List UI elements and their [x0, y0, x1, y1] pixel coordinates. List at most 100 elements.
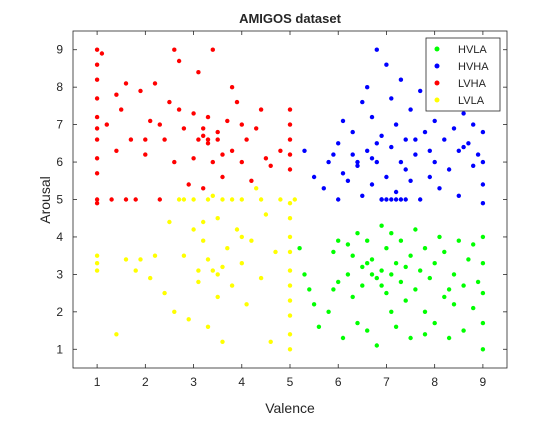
data-point-1-58: [398, 197, 404, 202]
data-point-1-9: [355, 163, 360, 168]
data-point-3-38: [278, 197, 283, 202]
data-point-3-39: [287, 201, 293, 206]
data-point-1-57: [393, 197, 399, 202]
data-point-1-33: [418, 88, 423, 94]
data-point-3-14: [186, 317, 191, 322]
data-point-0-36: [418, 268, 423, 273]
data-point-3-1: [94, 261, 100, 266]
data-point-1-28: [403, 197, 408, 202]
data-point-3-18: [201, 238, 206, 243]
data-point-1-16: [374, 159, 379, 165]
data-point-0-41: [432, 261, 437, 266]
data-point-3-23: [215, 294, 220, 300]
data-point-1-15: [369, 114, 375, 120]
data-point-1-56: [389, 197, 394, 202]
data-point-2-25: [167, 99, 172, 105]
data-point-3-41: [287, 234, 293, 240]
data-point-1-17: [374, 47, 379, 52]
data-point-0-45: [446, 335, 452, 341]
data-point-1-39: [437, 186, 442, 191]
data-point-2-36: [205, 141, 211, 146]
data-point-1-11: [360, 193, 365, 198]
data-point-3-26: [225, 246, 230, 251]
data-point-1-5: [336, 141, 341, 146]
data-point-0-53: [471, 242, 476, 247]
legend-label-hvla: HVLA: [458, 44, 487, 56]
data-point-1-22: [389, 144, 394, 150]
data-point-2-3: [94, 96, 100, 101]
data-point-2-19: [138, 88, 143, 94]
data-point-1-19: [379, 133, 384, 138]
data-point-0-4: [316, 324, 322, 329]
data-point-0-34: [413, 227, 418, 232]
data-point-1-36: [427, 174, 432, 180]
data-point-2-66: [157, 122, 162, 127]
data-point-1-50: [480, 159, 486, 165]
data-point-0-9: [340, 335, 346, 341]
data-point-2-33: [196, 70, 201, 75]
data-point-1-4: [336, 197, 341, 202]
data-point-2-49: [258, 107, 264, 112]
data-point-3-50: [196, 268, 201, 273]
data-point-0-13: [355, 231, 360, 236]
data-point-3-3: [114, 332, 119, 337]
data-point-2-13: [109, 197, 114, 202]
data-point-2-10: [94, 201, 100, 206]
data-point-2-22: [152, 81, 158, 86]
data-point-3-0: [94, 253, 100, 258]
data-point-0-50: [461, 328, 466, 333]
y-tick-label-0: 1: [56, 342, 63, 356]
data-point-1-25: [393, 122, 399, 127]
data-point-1-44: [456, 148, 461, 153]
data-point-3-55: [258, 197, 264, 202]
data-point-2-44: [234, 99, 240, 105]
data-point-2-50: [263, 156, 269, 161]
data-point-1-27: [398, 77, 404, 82]
data-point-2-14: [114, 148, 119, 153]
data-point-0-52: [471, 305, 476, 311]
data-point-3-20: [205, 197, 211, 202]
legend-marker-lvla: [434, 97, 440, 103]
data-point-3-2: [94, 268, 100, 273]
y-tick-label-1: 2: [56, 305, 63, 319]
data-point-1-2: [321, 186, 326, 191]
data-point-0-54: [475, 279, 481, 285]
data-point-0-10: [345, 272, 351, 277]
data-point-1-60: [340, 171, 346, 176]
data-point-0-39: [427, 275, 432, 281]
data-point-0-43: [442, 294, 447, 300]
data-point-3-22: [215, 216, 220, 221]
data-point-3-33: [254, 186, 259, 191]
legend-marker-hvha: [434, 63, 440, 69]
x-tick-label-2: 3: [190, 375, 197, 389]
data-point-3-12: [176, 197, 182, 202]
data-point-0-1: [302, 272, 307, 277]
x-tick-label-6: 7: [383, 375, 390, 389]
data-point-2-53: [287, 122, 293, 127]
y-tick-label-7: 8: [56, 80, 63, 94]
data-point-1-14: [369, 182, 375, 187]
data-point-3-11: [172, 309, 177, 314]
data-point-0-20: [374, 343, 379, 348]
data-point-0-12: [350, 294, 355, 300]
data-point-0-24: [384, 246, 389, 251]
x-axis-label: Valence: [265, 400, 315, 416]
data-point-0-18: [369, 257, 375, 262]
data-point-2-52: [278, 148, 283, 153]
data-point-1-67: [427, 148, 432, 153]
data-point-0-42: [437, 234, 442, 240]
data-point-0-64: [403, 264, 408, 270]
data-point-3-37: [273, 249, 278, 255]
data-point-0-14: [360, 264, 365, 270]
data-point-1-29: [403, 137, 408, 142]
data-point-3-29: [239, 261, 244, 266]
data-point-2-11: [99, 51, 105, 56]
data-point-1-43: [451, 126, 457, 131]
data-point-1-20: [384, 62, 389, 67]
data-point-0-67: [355, 320, 360, 326]
data-point-3-19: [205, 324, 211, 329]
data-point-3-7: [148, 275, 153, 281]
data-point-3-49: [292, 197, 297, 202]
data-point-2-23: [157, 197, 162, 202]
data-point-1-23: [389, 96, 394, 101]
